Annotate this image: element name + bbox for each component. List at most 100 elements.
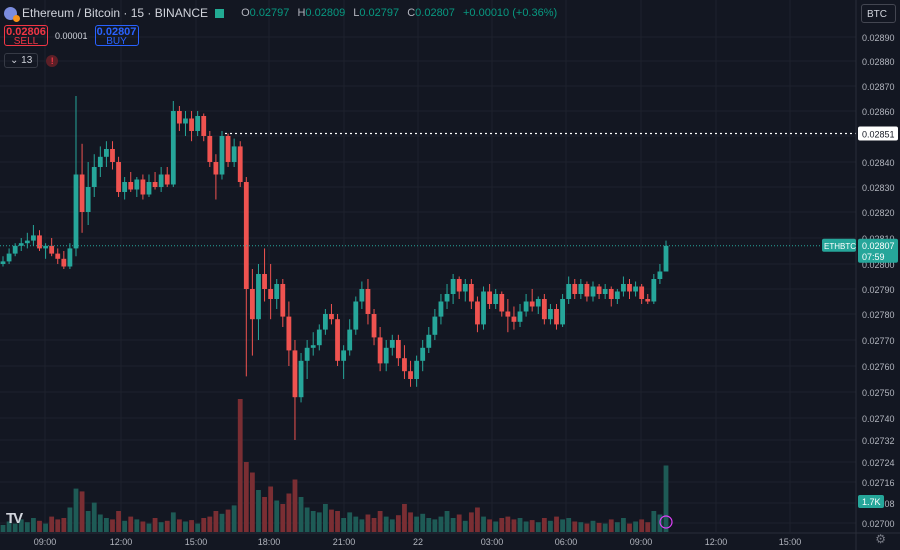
candle-body bbox=[231, 146, 237, 162]
indicators-toggle-button[interactable]: ⌄ 13 bbox=[4, 53, 39, 68]
candle-body bbox=[310, 345, 316, 348]
trade-panel: 0.02806 SELL 0.00001 0.02807 BUY bbox=[4, 25, 139, 47]
candle-body bbox=[420, 347, 426, 361]
y-tick-label: 0.02790 bbox=[862, 285, 895, 295]
y-tick-label: 0.02780 bbox=[862, 310, 895, 320]
x-tick-label: 12:00 bbox=[705, 537, 728, 547]
candle-body bbox=[43, 245, 48, 249]
buy-button[interactable]: 0.02807 BUY bbox=[94, 25, 139, 47]
volume-bar bbox=[572, 521, 578, 532]
candle-body bbox=[487, 291, 493, 304]
candle-body bbox=[0, 261, 6, 264]
volume-bar bbox=[219, 513, 225, 532]
volume-bar bbox=[286, 493, 292, 532]
candle-body bbox=[456, 279, 462, 292]
candle-body bbox=[359, 289, 365, 302]
x-tick-label: 09:00 bbox=[630, 537, 653, 547]
volume-bar bbox=[110, 519, 115, 532]
candle-body bbox=[249, 289, 255, 320]
y-tick-label: 0.02870 bbox=[862, 82, 895, 92]
candle-body bbox=[55, 253, 61, 259]
alert-icon[interactable]: ! bbox=[46, 54, 59, 67]
high-price-label-bg bbox=[858, 126, 898, 141]
volume-bar bbox=[280, 504, 286, 532]
volume-bar bbox=[274, 500, 280, 532]
candle-body bbox=[225, 136, 231, 162]
volume-bar bbox=[645, 522, 651, 532]
volume-bar bbox=[104, 518, 109, 532]
x-tick-label: 06:00 bbox=[555, 537, 578, 547]
candle-body bbox=[152, 182, 158, 187]
price-axis[interactable]: 0.028900.028800.028700.028600.028500.028… bbox=[855, 0, 895, 550]
candle-body bbox=[49, 245, 55, 254]
candle-body bbox=[462, 284, 468, 292]
symbol-tag-label: ETHBTC bbox=[824, 242, 856, 251]
volume-bar bbox=[481, 516, 486, 532]
candle-body bbox=[335, 319, 340, 361]
volume-bar bbox=[341, 518, 347, 532]
volume-bar bbox=[353, 516, 359, 532]
flag-icon[interactable] bbox=[215, 8, 225, 18]
volume-bar bbox=[523, 521, 529, 532]
indicators-bar: ⌄ 13 ! bbox=[4, 53, 59, 68]
close-value: 0.02807 bbox=[415, 7, 455, 19]
volume-bar bbox=[55, 519, 61, 532]
ohlc-values: O0.02797 H0.02809 L0.02797 C0.02807 +0.0… bbox=[241, 7, 558, 19]
volume-bar bbox=[140, 521, 146, 532]
candle-body bbox=[122, 182, 128, 192]
sell-button[interactable]: 0.02806 SELL bbox=[4, 25, 48, 47]
volume-bar bbox=[347, 512, 353, 532]
candle-body bbox=[140, 179, 146, 195]
volume-bar bbox=[201, 518, 207, 532]
volume-label-bg bbox=[858, 495, 884, 508]
symbol-title[interactable]: Ethereum / Bitcoin · 15 · BINANCE bbox=[22, 6, 209, 20]
volume-bar bbox=[12, 523, 18, 532]
volume-bars bbox=[0, 399, 669, 532]
y-tick-label: 0.02760 bbox=[862, 362, 895, 372]
buy-label: BUY bbox=[106, 36, 127, 47]
volume-bar bbox=[316, 512, 322, 532]
candle-body bbox=[554, 309, 559, 325]
settings-gear-icon[interactable]: ⚙ bbox=[875, 532, 886, 546]
volume-bar bbox=[262, 497, 267, 532]
volume-bar bbox=[621, 518, 626, 532]
candle-body bbox=[645, 299, 651, 302]
last-price-label: 0.02807 bbox=[862, 241, 895, 251]
volume-bar bbox=[322, 504, 328, 532]
volume-bar bbox=[389, 519, 395, 532]
volume-bar bbox=[18, 519, 24, 532]
volume-bar bbox=[61, 518, 67, 532]
volume-bar bbox=[176, 519, 182, 532]
volume-bar bbox=[256, 490, 261, 532]
indicators-count: 13 bbox=[21, 55, 33, 66]
volume-bar bbox=[529, 520, 535, 532]
y-tick-label: 0.02770 bbox=[862, 336, 895, 346]
volume-bar bbox=[633, 521, 638, 532]
candle-body bbox=[633, 286, 638, 292]
candle-body bbox=[243, 182, 249, 289]
y-tick-label: 0.02732 bbox=[862, 436, 895, 446]
volume-bar bbox=[487, 519, 493, 532]
time-axis[interactable]: 09:00 12:00 15:00 18:00 21:00 22 03:00 06:00 09:… bbox=[0, 532, 900, 547]
candle-body bbox=[523, 301, 529, 312]
candle-body bbox=[663, 245, 669, 272]
volume-bar bbox=[304, 507, 310, 532]
y-tick-label: 0.02800 bbox=[862, 260, 895, 270]
candle-body bbox=[371, 314, 377, 338]
candle-body bbox=[91, 167, 97, 187]
x-tick-label: 12:00 bbox=[110, 537, 133, 547]
candle-body bbox=[12, 245, 18, 254]
volume-bar bbox=[578, 522, 584, 532]
candle-body bbox=[237, 146, 243, 182]
candle-body bbox=[61, 258, 67, 267]
y-tick-label: 0.02880 bbox=[862, 57, 895, 67]
candle-body bbox=[438, 301, 444, 317]
currency-button[interactable]: BTC bbox=[861, 4, 896, 23]
candle-body bbox=[195, 116, 201, 131]
candle-body bbox=[37, 235, 42, 249]
volume-bar bbox=[225, 509, 231, 532]
volume-bar bbox=[116, 511, 121, 532]
candle-body bbox=[134, 179, 140, 190]
volume-bar bbox=[152, 518, 158, 532]
